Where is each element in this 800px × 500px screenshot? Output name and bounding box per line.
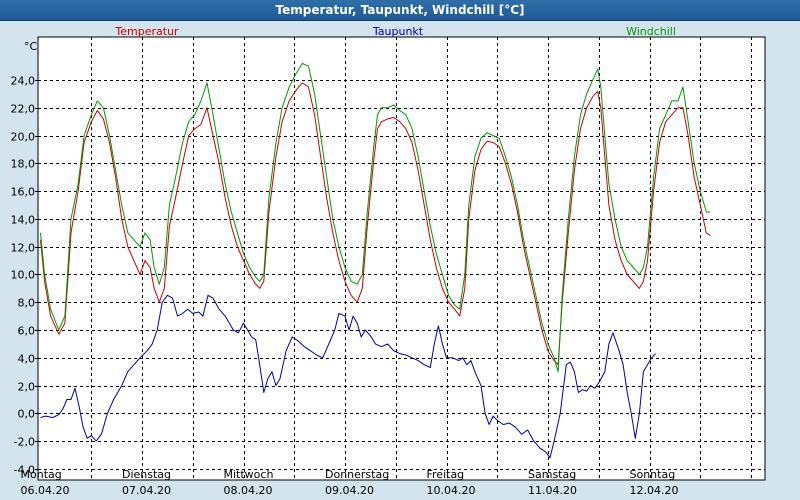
x-date-label: 08.04.20 [224,484,273,497]
x-day-label: Samstag [528,468,576,481]
legend: Temperatur Taupunkt Windchill [114,25,676,38]
y-tick-label: -2,0 [14,436,35,449]
x-day-label: Sonntag [630,468,676,481]
x-date-label: 10.04.20 [427,484,476,497]
window-title: Temperatur, Taupunkt, Windchill [°C] [0,0,800,21]
series-lines [40,62,711,459]
x-day-label: Mittwoch [224,468,274,481]
chart: °C 24,0 22,0 20,0 18,0 16,0 14,0 12,0 10,0 8,0 6,… [11,25,766,497]
x-axis-ticks: Montag 06.04.20 Dienstag 07.04.20 Mittwoch 08… [21,468,679,497]
y-tick-label: 6,0 [18,325,36,338]
x-date-label: 11.04.20 [528,484,577,497]
y-tick-label: 18,0 [11,158,36,171]
series-line-temperatur [40,82,711,366]
x-day-label: Freitag [427,468,465,481]
grid [38,37,765,480]
x-day-label: Donnerstag [325,468,389,481]
legend-entry-windchill: Windchill [626,25,676,38]
y-tick-label: 4,0 [18,353,36,366]
plot-area-background [37,36,766,481]
series-line-windchill [40,62,711,373]
x-date-label: 12.04.20 [630,484,679,497]
y-tick-label: 0,0 [18,408,36,421]
y-tick-label: 14,0 [11,214,36,227]
legend-entry-taupunkt: Taupunkt [372,25,424,38]
y-tick-label: 22,0 [11,103,36,116]
x-date-label: 06.04.20 [21,484,70,497]
x-date-label: 07.04.20 [122,484,171,497]
y-tick-label: 12,0 [11,242,36,255]
y-axis-unit-label: °C [24,40,38,53]
y-tick-label: 10,0 [11,269,36,282]
y-tick-label: 8,0 [18,297,36,310]
y-tick-label: 20,0 [11,131,36,144]
y-axis-ticks: 24,0 22,0 20,0 18,0 16,0 14,0 12,0 10,0 8,0 6,0 4,… [11,75,38,477]
y-tick-label: -4,0 [14,464,35,477]
y-tick-label: 2,0 [18,381,36,394]
x-date-label: 09.04.20 [325,484,374,497]
legend-entry-temperatur: Temperatur [114,25,179,38]
y-tick-label: 24,0 [11,75,36,88]
series-line-taupunkt [40,294,656,459]
y-tick-label: 16,0 [11,186,36,199]
x-day-label: Dienstag [122,468,171,481]
x-day-label: Montag [21,468,62,481]
